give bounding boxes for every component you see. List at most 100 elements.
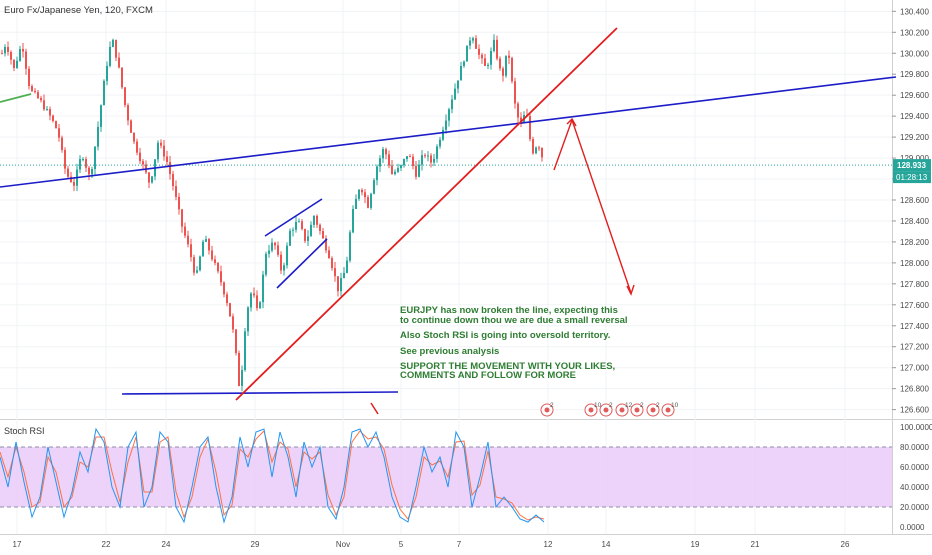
candle-body <box>157 142 159 160</box>
candle-body <box>25 51 27 69</box>
candle-body <box>379 158 381 167</box>
stoch-tick-label: 20.0000 <box>900 503 929 512</box>
candle-body <box>532 139 534 154</box>
event-marker-count: 2 <box>656 402 660 409</box>
candle-body <box>61 137 63 150</box>
price-tick-label: 127.200 <box>900 343 929 352</box>
candle-body <box>79 159 81 170</box>
countdown-label: 01:28:13 <box>896 173 928 182</box>
candle-body <box>415 165 417 177</box>
event-marker-dot <box>650 407 656 413</box>
candle-body <box>289 230 291 246</box>
candle-body <box>427 155 429 157</box>
price-tick-label: 128.600 <box>900 196 929 205</box>
candle-body <box>496 39 498 59</box>
candle-body <box>67 168 69 177</box>
stoch-k-line <box>0 427 545 524</box>
candle-body <box>478 48 480 55</box>
candle-body <box>253 293 255 296</box>
price-tick-label: 127.600 <box>900 301 929 310</box>
candle-body <box>46 109 48 111</box>
candle-body <box>235 329 237 353</box>
price-tick-label: 129.400 <box>900 112 929 121</box>
event-marker-dot <box>634 407 640 413</box>
candle-body <box>220 271 222 283</box>
candle-body <box>259 302 261 309</box>
price-tick-label: 130.000 <box>900 49 929 58</box>
candle-body <box>295 221 297 230</box>
candles <box>1 34 543 392</box>
event-marker-dot <box>603 407 609 413</box>
axes: 130.400 130.200 130.000 129.800 129.600 129.4… <box>13 7 932 549</box>
candle-body <box>364 192 366 198</box>
time-tick-label: 26 <box>841 540 850 549</box>
candle-body <box>337 276 339 292</box>
candle-body <box>136 141 138 153</box>
candle-body <box>511 57 513 82</box>
candle-body <box>373 180 375 194</box>
candle-body <box>7 47 9 52</box>
candle-body <box>142 161 144 165</box>
candle-body <box>109 47 111 66</box>
stoch-tick-label: 100.0000 <box>900 423 932 432</box>
price-tick-label: 129.000 <box>900 154 929 163</box>
candle-body <box>331 258 333 269</box>
channel-bottom-line <box>276 238 328 289</box>
candle-body <box>376 166 378 181</box>
candle-body <box>250 293 252 308</box>
candle-body <box>121 67 123 88</box>
candle-body <box>328 250 330 259</box>
candle-body <box>355 198 357 209</box>
candle-body <box>247 307 249 332</box>
candle-body <box>346 260 348 273</box>
candle-body <box>151 176 153 183</box>
candle-body <box>106 65 108 81</box>
note-line-4: See previous analysis <box>400 346 500 357</box>
event-markers: 2 10 2 12 2 2 10 <box>540 402 679 417</box>
price-tick-label: 127.000 <box>900 364 929 373</box>
candle-body <box>412 156 414 166</box>
price-tick-label: 128.400 <box>900 217 929 226</box>
candle-body <box>70 176 72 182</box>
candle-body <box>31 86 33 91</box>
candle-body <box>58 128 60 138</box>
last-price-label: 128.933 <box>897 161 926 170</box>
candle-body <box>169 162 171 175</box>
stoch-tick-label: 80.0000 <box>900 443 929 452</box>
candle-body <box>190 244 192 258</box>
candle-body <box>4 47 6 54</box>
candle-body <box>49 109 51 116</box>
candle-body <box>100 105 102 127</box>
red-small-stroke <box>370 402 379 415</box>
red-trendline <box>235 27 618 401</box>
price-tick-label: 128.200 <box>900 238 929 247</box>
time-tick-label: 12 <box>544 540 553 549</box>
candle-body <box>283 265 285 271</box>
candle-body <box>268 250 270 254</box>
candle-body <box>436 146 438 159</box>
candle-body <box>73 181 75 186</box>
candle-body <box>271 242 273 251</box>
candle-body <box>430 155 432 163</box>
price-tick-label: 130.200 <box>900 28 929 37</box>
time-tick-label: 5 <box>399 540 404 549</box>
countdown-badge <box>893 171 931 184</box>
candle-body <box>472 38 474 41</box>
candle-body <box>160 142 162 146</box>
time-tick-label: 22 <box>102 540 111 549</box>
candle-body <box>484 58 486 66</box>
candle-body <box>34 90 36 93</box>
candle-body <box>508 55 510 58</box>
candle-body <box>166 156 168 163</box>
candle-body <box>40 98 42 101</box>
time-tick-label: 19 <box>691 540 700 549</box>
candle-body <box>391 165 393 175</box>
candle-body <box>184 226 186 236</box>
candle-body <box>451 99 453 110</box>
candle-body <box>112 39 114 48</box>
candle-body <box>214 259 216 263</box>
candle-body <box>205 239 207 242</box>
candle-body <box>304 228 306 241</box>
